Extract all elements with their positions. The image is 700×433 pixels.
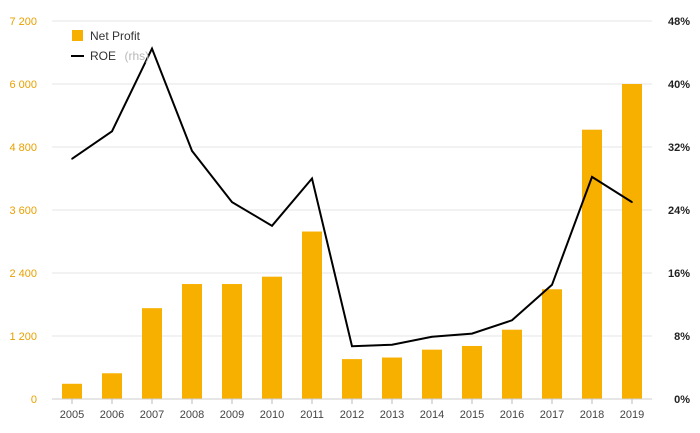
y-left-tick-label: 2 400: [9, 268, 37, 280]
y-left-tick-label: 1 200: [9, 331, 37, 343]
x-tick-label: 2005: [60, 409, 84, 421]
bar-net-profit-2009: [222, 284, 242, 399]
x-tick-label: 2018: [580, 409, 604, 421]
bar-net-profit-2005: [62, 383, 82, 399]
legend-label-net-profit: Net Profit: [90, 29, 141, 43]
x-tick-label: 2006: [100, 409, 124, 421]
bar-net-profit-2014: [422, 349, 442, 399]
roe-point-2013: [391, 343, 393, 346]
bar-net-profit-2008: [182, 284, 202, 399]
roe-point-2015: [471, 332, 473, 335]
roe-point-2005: [71, 158, 73, 160]
y-right-tick-label: 40%: [668, 79, 690, 91]
legend-swatch-net-profit: [72, 30, 83, 41]
legend-label-roe-text: ROE: [90, 49, 116, 63]
roe-point-2011: [311, 177, 313, 180]
roe-point-2019: [631, 201, 633, 203]
y-right-tick-label: 24%: [668, 205, 690, 217]
legend-label-roe-note: (rhs): [124, 49, 149, 63]
bar-net-profit-2018: [582, 129, 602, 400]
x-tick-label: 2013: [380, 409, 404, 421]
y-right-tick-label: 0%: [674, 394, 690, 406]
bar-net-profit-2019: [622, 84, 642, 399]
roe-point-2006: [111, 130, 113, 133]
roe-point-2009: [231, 201, 233, 203]
bar-net-profit-2015: [462, 345, 482, 399]
x-tick-label: 2017: [540, 409, 564, 421]
bar-net-profit-2016: [502, 329, 522, 399]
x-tick-label: 2012: [340, 409, 364, 421]
roe-point-2012: [351, 345, 353, 348]
roe-point-2008: [191, 150, 193, 152]
roe-point-2010: [271, 224, 273, 227]
bar-net-profit-2013: [382, 357, 402, 399]
x-tick-label: 2011: [300, 409, 324, 421]
legend-label-roe: ROE (rhs): [90, 47, 149, 64]
y-left-tick-label: 0: [31, 394, 37, 406]
roe-point-2018: [591, 176, 593, 178]
y-left-tick-label: 3 600: [9, 205, 37, 217]
net-profit-bars: [62, 84, 642, 400]
bar-net-profit-2011: [302, 231, 322, 399]
axes: 0 1 200 2 400 3 600 4 800 6 000 7 200 0% 8% 16% 24…: [9, 16, 690, 421]
x-tick-label: 2015: [460, 409, 484, 421]
y-right-tick-label: 48%: [668, 16, 690, 28]
roe-line-series: [71, 46, 633, 348]
y-right-tick-label: 8%: [674, 331, 690, 343]
x-tick-label: 2014: [420, 409, 444, 421]
roe-point-2014: [431, 335, 433, 338]
x-tick-label: 2008: [180, 409, 204, 421]
x-tick-label: 2019: [620, 409, 644, 421]
x-tick-label: 2010: [260, 409, 284, 421]
bar-net-profit-2010: [262, 276, 282, 399]
roe-point-2007: [151, 47, 153, 50]
y-right-tick-label: 16%: [668, 268, 690, 280]
bar-net-profit-2006: [102, 373, 122, 399]
x-tick-label: 2007: [140, 409, 164, 421]
y-left-tick-label: 4 800: [9, 142, 37, 154]
bar-net-profit-2012: [342, 359, 362, 399]
x-tick-label: 2016: [500, 409, 524, 421]
y-right-tick-label: 32%: [668, 142, 690, 154]
bar-net-profit-2017: [542, 289, 562, 399]
roe-point-2017: [551, 284, 553, 286]
x-tick-label: 2009: [220, 409, 244, 421]
y-left-tick-label: 7 200: [9, 16, 37, 28]
roe-point-2016: [511, 319, 513, 322]
y-left-tick-label: 6 000: [9, 79, 37, 91]
bar-net-profit-2007: [142, 308, 162, 399]
legend: Net Profit ROE (rhs): [71, 29, 149, 64]
